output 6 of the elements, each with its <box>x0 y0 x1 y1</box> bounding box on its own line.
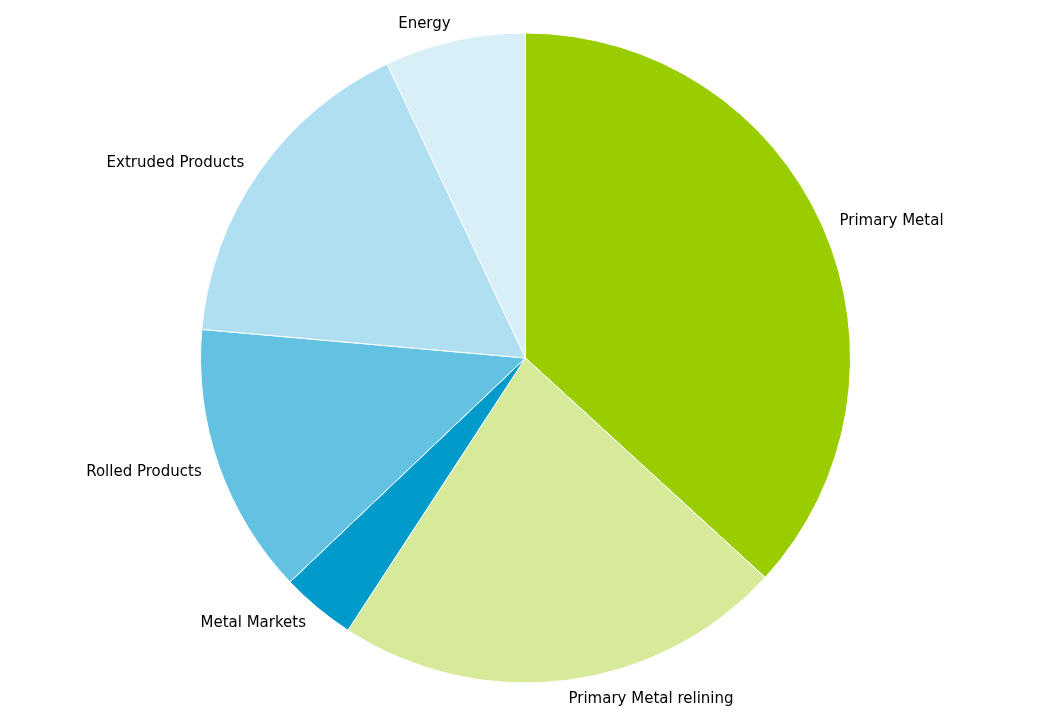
slice-label: Extruded Products <box>106 152 245 171</box>
slice-label: Primary Metal <box>839 210 944 229</box>
slice-label: Rolled Products <box>86 462 202 481</box>
slice-label: Primary Metal relining <box>568 689 734 708</box>
slice-label: Energy <box>398 14 451 33</box>
slice-label: Metal Markets <box>200 612 307 631</box>
